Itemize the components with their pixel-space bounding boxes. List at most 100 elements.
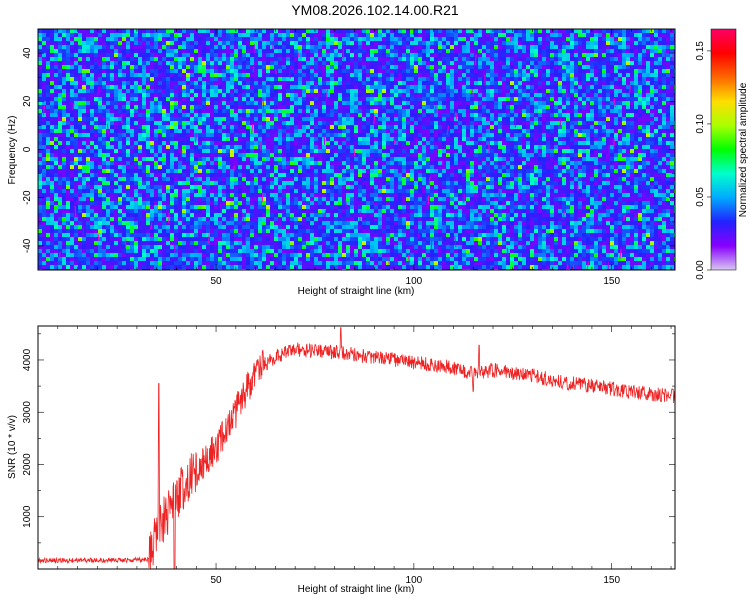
heatmap-cell xyxy=(310,141,314,145)
heatmap-cell xyxy=(70,81,74,85)
heatmap-cell xyxy=(46,81,50,88)
heatmap-cell xyxy=(630,117,634,121)
heatmap-cell xyxy=(578,57,582,64)
heatmap-cell xyxy=(222,109,226,113)
heatmap-cell xyxy=(46,77,50,81)
heatmap-cell xyxy=(410,73,414,77)
heatmap-cell xyxy=(230,81,234,88)
heatmap-cell xyxy=(122,113,126,117)
heatmap-cell xyxy=(526,65,530,69)
heatmap-cell xyxy=(290,97,294,104)
heatmap-cell xyxy=(594,73,598,80)
heatmap-cell xyxy=(42,69,46,73)
heatmap-cell xyxy=(246,65,250,69)
heatmap-cell xyxy=(562,141,566,145)
heatmap-cell xyxy=(430,69,434,73)
heatmap-cell xyxy=(118,69,122,73)
heatmap-cell xyxy=(614,57,618,64)
heatmap-cell xyxy=(490,89,494,96)
heatmap-cell xyxy=(538,141,542,145)
heatmap-cell xyxy=(74,113,78,117)
heatmap-cell xyxy=(150,61,154,65)
heatmap-cell xyxy=(506,129,510,133)
heatmap-cell xyxy=(70,29,74,33)
heatmap-cell xyxy=(278,69,282,76)
heatmap-cell xyxy=(390,49,394,53)
heatmap-cell xyxy=(370,69,374,76)
heatmap-cell xyxy=(486,81,490,88)
heatmap-cell xyxy=(410,149,414,153)
heatmap-cell xyxy=(302,105,306,109)
heatmap-cell xyxy=(418,117,422,124)
heatmap-cell xyxy=(486,65,490,69)
heatmap-cell xyxy=(458,53,462,57)
heatmap-cell xyxy=(282,133,286,137)
heatmap-cell xyxy=(58,121,62,128)
heatmap-cell xyxy=(326,97,330,101)
heatmap-cell xyxy=(238,109,242,113)
heatmap-cell xyxy=(638,73,642,77)
heatmap-cell xyxy=(542,101,546,105)
heatmap-cell xyxy=(222,85,226,92)
heatmap-cell xyxy=(558,89,562,96)
heatmap-cell xyxy=(142,49,146,53)
heatmap-cell xyxy=(662,117,666,124)
heatmap-cell xyxy=(198,81,202,88)
heatmap-cell xyxy=(394,53,398,57)
heatmap-cell xyxy=(50,113,54,117)
heatmap-cell xyxy=(574,37,578,41)
heatmap-cell xyxy=(214,81,218,88)
heatmap-cell xyxy=(606,49,610,56)
heatmap-cell xyxy=(210,61,214,65)
heatmap-cell xyxy=(518,133,522,137)
heatmap-cell xyxy=(186,145,190,149)
heatmap-cell xyxy=(358,101,362,105)
heatmap-cell xyxy=(538,125,542,129)
heatmap-cell xyxy=(470,65,474,72)
heatmap-cell xyxy=(186,41,190,45)
heatmap-cell xyxy=(322,145,326,149)
heatmap-cell xyxy=(310,69,314,73)
heatmap-cell xyxy=(542,105,546,109)
heatmap-cell xyxy=(134,141,138,145)
heatmap-cell xyxy=(106,153,110,157)
heatmap-cell xyxy=(94,121,98,128)
heatmap-cell xyxy=(170,145,174,152)
heatmap-cell xyxy=(470,53,474,57)
heatmap-cell xyxy=(230,133,234,137)
heatmap-cell xyxy=(58,33,62,37)
heatmap-cell xyxy=(654,121,658,125)
heatmap-cell xyxy=(122,77,126,84)
heatmap-cell xyxy=(262,49,266,56)
heatmap-cell xyxy=(578,141,582,148)
heatmap-cell xyxy=(430,105,434,112)
heatmap-cell xyxy=(506,149,510,153)
heatmap-cell xyxy=(454,81,458,85)
heatmap-cell xyxy=(518,65,522,69)
heatmap-cell xyxy=(270,141,274,148)
heatmap-cell xyxy=(250,149,254,153)
heatmap-cell xyxy=(502,129,506,133)
heatmap-cell xyxy=(494,41,498,48)
heatmap-cell xyxy=(198,65,202,69)
heatmap-cell xyxy=(486,149,490,156)
heatmap-cell xyxy=(90,101,94,105)
heatmap-cell xyxy=(294,61,298,65)
heatmap-cell xyxy=(506,113,510,120)
heatmap-cell xyxy=(334,81,338,88)
heatmap-cell xyxy=(50,141,54,148)
heatmap-cell xyxy=(438,141,442,148)
heatmap-cell xyxy=(474,73,478,77)
heatmap-cell xyxy=(638,109,642,113)
heatmap-cell xyxy=(422,113,426,117)
heatmap-cell xyxy=(150,137,154,144)
heatmap-cell xyxy=(250,121,254,125)
heatmap-cell xyxy=(74,41,78,48)
heatmap-cell xyxy=(254,53,258,57)
heatmap-cell xyxy=(418,137,422,141)
heatmap-cell xyxy=(598,89,602,93)
heatmap-cell xyxy=(574,65,578,72)
heatmap-cell xyxy=(162,57,166,61)
heatmap-cell xyxy=(314,49,318,53)
heatmap-cell xyxy=(642,29,646,33)
